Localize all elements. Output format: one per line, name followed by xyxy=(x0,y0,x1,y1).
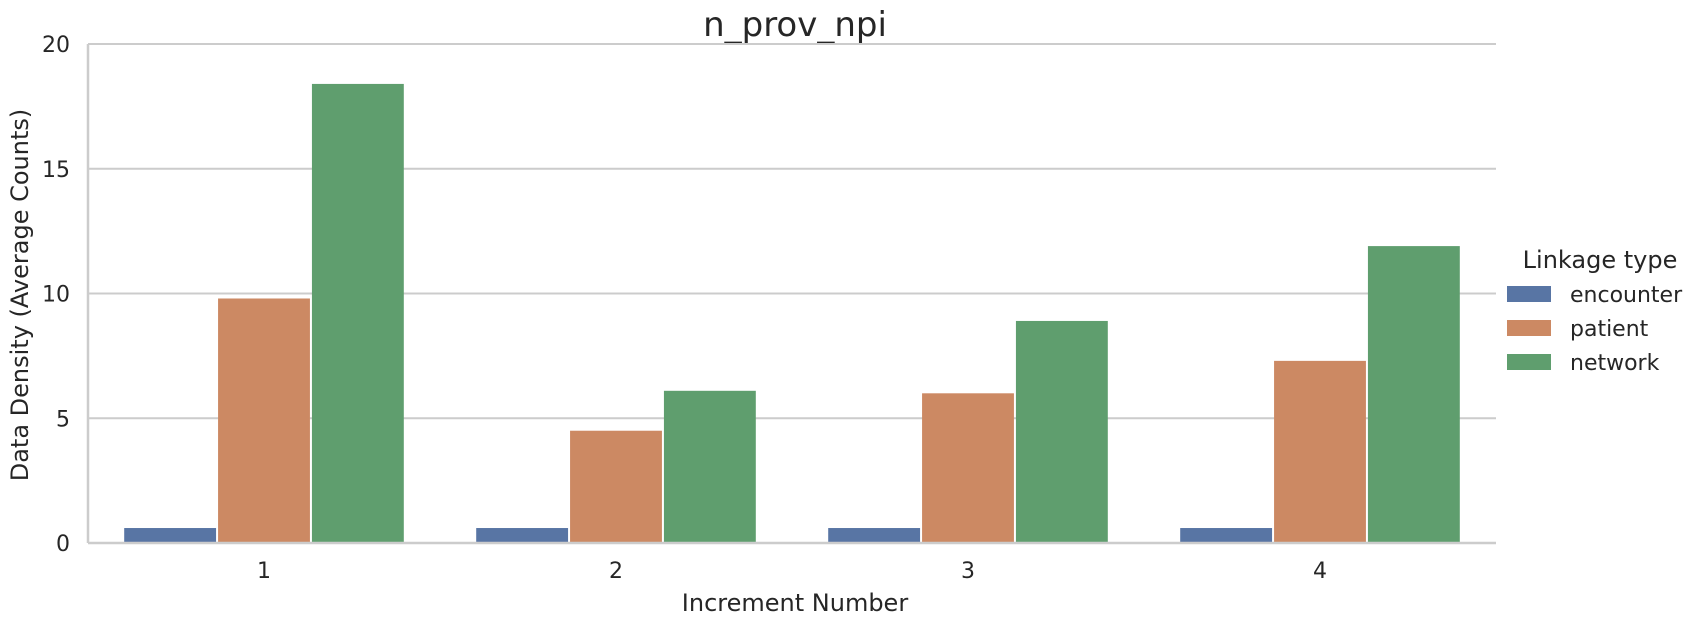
y-tick-label: 5 xyxy=(56,407,70,432)
legend-label-encounter: encounter xyxy=(1570,283,1683,308)
bar-encounter-4 xyxy=(1180,528,1273,543)
x-tick-label: 3 xyxy=(961,559,975,584)
bars xyxy=(124,83,1460,544)
y-tick-label: 0 xyxy=(56,532,70,557)
x-axis-title: Increment Number xyxy=(682,589,909,617)
bar-patient-3 xyxy=(922,393,1014,543)
bar-network-2 xyxy=(663,390,756,543)
chart-title: n_prov_npi xyxy=(703,5,887,45)
y-tick-labels: 0 5 10 15 20 xyxy=(42,33,70,557)
legend-swatch-patient xyxy=(1507,320,1551,336)
bar-patient-2 xyxy=(570,430,662,543)
bar-encounter-2 xyxy=(476,528,569,543)
bar-encounter-1 xyxy=(124,528,217,543)
axes xyxy=(86,44,1496,545)
legend-label-network: network xyxy=(1570,351,1660,376)
y-tick-label: 15 xyxy=(42,158,70,183)
legend-items: encounter patient network xyxy=(1507,283,1683,376)
legend-swatch-encounter xyxy=(1507,286,1551,302)
x-tick-label: 2 xyxy=(609,559,623,584)
y-tick-label: 10 xyxy=(42,283,70,308)
legend-swatch-network xyxy=(1507,354,1551,370)
bar-network-1 xyxy=(311,83,404,544)
x-tick-label: 1 xyxy=(257,559,271,584)
bar-network-3 xyxy=(1015,320,1108,543)
x-tick-labels: 1 2 3 4 xyxy=(257,559,1327,584)
legend-label-patient: patient xyxy=(1570,317,1649,342)
legend: Linkage type encounter patient network xyxy=(1507,246,1683,376)
bar-encounter-3 xyxy=(828,528,921,543)
legend-title: Linkage type xyxy=(1523,246,1678,274)
y-tick-label: 20 xyxy=(42,33,70,58)
bar-patient-4 xyxy=(1274,360,1366,543)
bar-patient-1 xyxy=(218,298,310,543)
x-tick-label: 4 xyxy=(1313,559,1327,584)
y-axis-title: Data Density (Average Counts) xyxy=(6,109,34,482)
bar-network-4 xyxy=(1367,246,1460,543)
